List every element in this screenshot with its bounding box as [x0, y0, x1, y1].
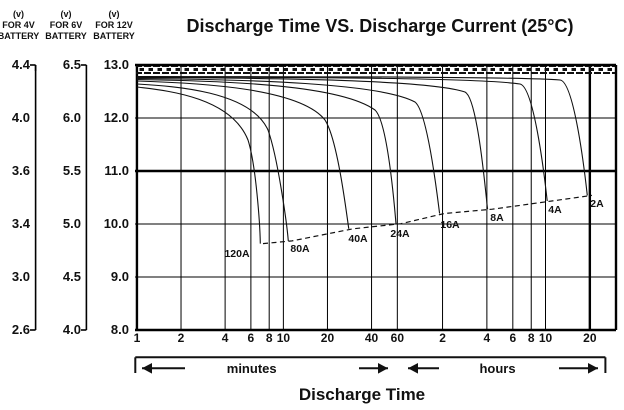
svg-text:24A: 24A: [390, 228, 410, 240]
svg-text:2A: 2A: [590, 198, 604, 210]
svg-text:4.5: 4.5: [63, 269, 81, 284]
svg-text:4.0: 4.0: [12, 110, 30, 125]
svg-text:2: 2: [178, 331, 185, 345]
svg-text:4.0: 4.0: [63, 322, 81, 337]
svg-text:2: 2: [439, 331, 446, 345]
svg-text:(v): (v): [109, 9, 120, 19]
svg-text:8A: 8A: [490, 212, 504, 224]
svg-text:BATTERY: BATTERY: [45, 31, 87, 41]
svg-text:3.4: 3.4: [12, 216, 31, 231]
svg-text:BATTERY: BATTERY: [93, 31, 135, 41]
svg-text:6: 6: [509, 331, 516, 345]
svg-text:20: 20: [321, 331, 335, 345]
svg-text:40: 40: [365, 331, 379, 345]
svg-text:40A: 40A: [348, 233, 368, 245]
svg-text:4: 4: [484, 331, 491, 345]
svg-text:8: 8: [528, 331, 535, 345]
svg-text:13.0: 13.0: [104, 57, 129, 72]
svg-text:2.6: 2.6: [12, 322, 30, 337]
svg-text:4A: 4A: [548, 204, 562, 216]
svg-text:12.0: 12.0: [104, 110, 129, 125]
svg-text:FOR 6V: FOR 6V: [50, 20, 83, 30]
svg-text:6.0: 6.0: [63, 110, 81, 125]
svg-text:(v): (v): [13, 9, 24, 19]
svg-text:hours: hours: [479, 361, 515, 376]
svg-text:60: 60: [391, 331, 405, 345]
svg-text:3.0: 3.0: [12, 269, 30, 284]
svg-text:20: 20: [583, 331, 597, 345]
svg-text:16A: 16A: [440, 219, 460, 231]
svg-text:FOR 12V: FOR 12V: [95, 20, 133, 30]
svg-text:4.4: 4.4: [12, 57, 31, 72]
svg-text:BATTERY: BATTERY: [0, 31, 39, 41]
svg-text:10: 10: [539, 331, 553, 345]
svg-text:FOR 4V: FOR 4V: [2, 20, 35, 30]
svg-text:10: 10: [277, 331, 291, 345]
svg-text:1: 1: [134, 331, 141, 345]
svg-text:6: 6: [248, 331, 255, 345]
svg-text:80A: 80A: [290, 243, 310, 255]
svg-text:4: 4: [222, 331, 229, 345]
svg-text:11.0: 11.0: [104, 163, 129, 178]
svg-text:10.0: 10.0: [104, 216, 129, 231]
svg-text:5.0: 5.0: [63, 216, 81, 231]
svg-text:8: 8: [266, 331, 273, 345]
svg-text:9.0: 9.0: [111, 269, 129, 284]
svg-text:120A: 120A: [224, 248, 250, 260]
svg-text:(v): (v): [61, 9, 72, 19]
svg-text:Discharge Time: Discharge Time: [299, 385, 425, 404]
svg-text:5.5: 5.5: [63, 163, 81, 178]
svg-text:8.0: 8.0: [111, 322, 129, 337]
svg-text:Discharge Time VS. Discharge C: Discharge Time VS. Discharge Current (25…: [187, 16, 574, 36]
svg-text:minutes: minutes: [227, 361, 277, 376]
svg-text:6.5: 6.5: [63, 57, 81, 72]
svg-text:3.6: 3.6: [12, 163, 30, 178]
